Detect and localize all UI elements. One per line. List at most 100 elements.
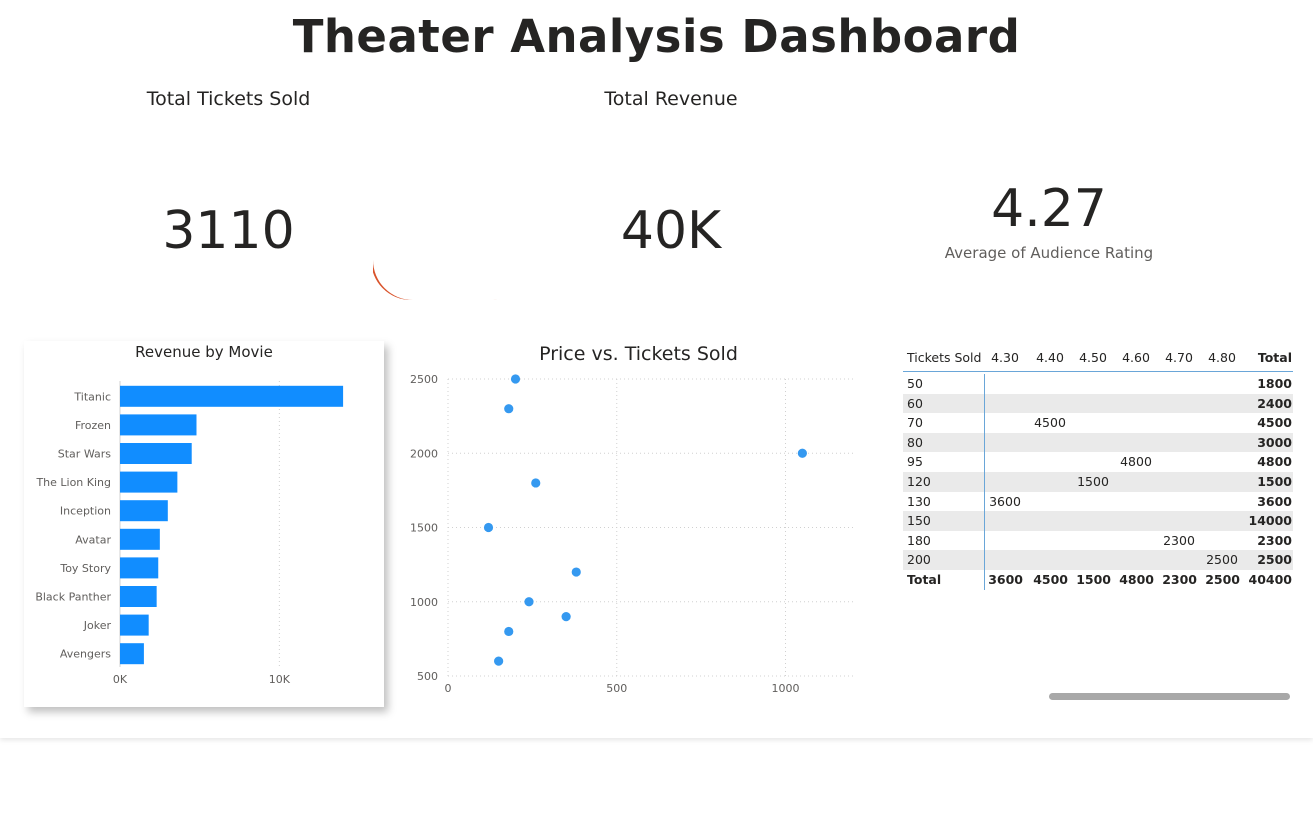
category-label: Star Wars [58,448,111,461]
matrix-row[interactable]: 150 14000 [903,511,1293,531]
matrix-cell: 3600 [1257,493,1292,509]
matrix-cell: 3000 [1257,434,1292,450]
matrix-cell: 2300 [1257,532,1292,548]
matrix-cell: 2400 [1257,395,1292,411]
scatter-chart-svg: 500 1000 1500 2000 2500 0 500 1000 [410,373,853,695]
matrix-cell: 50 [907,376,923,391]
matrix-cell: 180 [907,532,931,548]
category-label: Frozen [75,419,111,432]
matrix-header-cell: 4.70 [1165,350,1193,365]
matrix-cell: 1500 [1077,474,1109,489]
matrix-header-cell: 4.60 [1122,350,1150,365]
matrix-cell: 2500 [1205,572,1240,587]
bar [120,643,144,665]
category-label: Toy Story [59,562,111,575]
category-label: The Lion King [35,476,111,489]
matrix-cell: 40400 [1248,572,1293,587]
bar [120,500,168,522]
y-tick-label: 2000 [410,447,438,460]
bar [120,528,160,550]
background-card-shape [1193,85,1313,310]
matrix-header-row: Tickets Sold 4.30 4.40 4.50 4.60 4.70 4.80 Tota… [903,345,1293,372]
matrix-cell: 2300 [1163,532,1195,548]
matrix-cell: 60 [907,395,923,411]
x-tick-label: 0K [113,673,128,686]
matrix-header-cell: 4.40 [1036,350,1064,365]
x-tick-label: 1000 [772,682,800,695]
matrix-cell: 95 [907,454,923,470]
scatter-point [510,374,521,384]
matrix-cell: 4500 [1033,572,1068,587]
matrix-row[interactable]: 50 1800 [903,374,1293,394]
matrix-header-cell: Tickets Sold [907,350,982,365]
scatter-point [571,567,581,577]
bar [120,557,159,579]
category-label: Titanic [73,390,111,403]
matrix-row[interactable]: 200 2500 2500 [903,550,1293,570]
scatter-point [504,626,514,637]
bar [120,614,149,636]
average-rating-label: Average of Audience Rating [944,244,1154,262]
matrix-row[interactable]: 60 2400 [903,393,1293,414]
bar-chart-title: Revenue by Movie [135,343,273,361]
total-revenue-title: Total Revenue [604,88,738,110]
category-label: Avatar [75,533,111,546]
average-rating-card[interactable]: 4.27 Average of Audience Rating [905,85,1193,340]
background-card-shape [815,85,910,300]
y-tick-label: 1000 [410,596,438,609]
background-card-shape [373,85,533,300]
scatter-chart-title: Price vs. Tickets Sold [539,343,738,365]
matrix-cell: 120 [907,474,931,489]
average-rating-value: 4.27 [991,179,1107,239]
matrix-header-cell: Total [1257,350,1292,365]
scatter-point [524,597,534,607]
scatter-point [561,612,571,622]
matrix-row[interactable]: 95 4800 4800 [903,452,1293,472]
category-label: Joker [83,619,112,632]
matrix-row[interactable]: 120 1500 1500 [903,472,1293,492]
y-tick-label: 1500 [410,522,438,535]
matrix-cell: 1500 [1257,474,1292,489]
matrix-horizontal-scrollbar[interactable] [1049,693,1290,700]
price-vs-tickets-visual[interactable]: Price vs. Tickets Sold 500 1000 1500 2000 25… [405,341,872,707]
matrix-cell: 1800 [1257,376,1292,391]
matrix-row[interactable]: 130 3600 3600 [903,492,1293,512]
bar [120,414,197,436]
matrix-cell: Total [907,572,942,587]
scatter-point [504,404,514,414]
matrix-cell: 2500 [1257,552,1292,568]
x-tick-label: 500 [606,682,627,695]
matrix-cell: 3600 [989,493,1021,509]
bar [120,443,192,464]
matrix-row[interactable]: 80 3000 [903,432,1293,453]
category-label: Avengers [60,648,111,661]
y-tick-label: 2500 [410,373,438,386]
matrix-row[interactable]: 180 2300 2300 [903,531,1293,551]
x-tick-label: 10K [269,673,291,686]
matrix-cell: 200 [907,552,931,568]
scatter-point [797,448,807,458]
total-revenue-value: 40K [620,201,722,261]
revenue-by-movie-visual[interactable]: Revenue by Movie 0K 10K Titanic Frozen Star … [24,341,384,707]
y-tick-label: 500 [417,670,438,683]
matrix-cell: 3600 [988,572,1023,587]
matrix-cell: 4500 [1257,415,1292,431]
page-title: Theater Analysis Dashboard [292,10,1021,63]
matrix-cell: 80 [907,434,923,450]
matrix-cell: 70 [907,415,923,431]
total-revenue-card[interactable]: Total Revenue 40K [527,85,815,340]
matrix-row-header-divider [984,374,985,590]
scatter-point [494,656,504,666]
scatter-point [483,522,494,533]
matrix-cell: 150 [907,513,931,529]
total-tickets-card[interactable]: Total Tickets Sold 3110 [84,85,373,340]
scatter-point [531,478,541,488]
bar [120,471,178,493]
matrix-cell: 2500 [1206,552,1238,568]
total-tickets-title: Total Tickets Sold [146,88,311,110]
category-label: Inception [60,505,111,518]
matrix-row[interactable]: 70 4500 4500 [903,413,1293,433]
matrix-cell: 1500 [1076,572,1111,587]
total-tickets-value: 3110 [162,201,295,261]
matrix-cell: 4800 [1119,572,1154,587]
